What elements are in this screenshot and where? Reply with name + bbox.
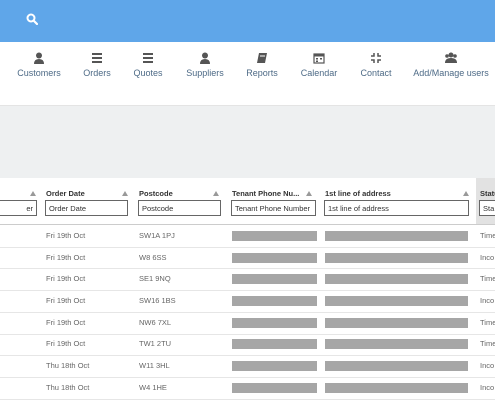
redacted-phone	[232, 317, 317, 328]
nav-label[interactable]: Contact	[360, 68, 392, 78]
postcode: SE1 9NQ	[139, 274, 171, 284]
nav-label[interactable]: Customers	[17, 68, 61, 78]
redacted-address	[325, 295, 468, 306]
order-date: Fri 19th Oct	[46, 317, 86, 327]
redacted-phone	[232, 339, 317, 350]
sort-arrow[interactable]	[30, 191, 36, 196]
filter-input[interactable]: 1st line of address	[324, 200, 469, 216]
nav-icon[interactable]	[256, 52, 268, 64]
status: Inco	[480, 252, 495, 262]
nav-label[interactable]: Orders	[83, 68, 111, 78]
row-divider	[0, 398, 495, 400]
postcode: W4 1HE	[139, 382, 167, 392]
filter-input[interactable]: Tenant Phone Number	[231, 200, 316, 216]
order-date: Fri 19th Oct	[46, 274, 86, 284]
row-divider	[0, 333, 495, 335]
status: Time	[480, 339, 495, 349]
redacted-phone	[232, 274, 317, 285]
column-header[interactable]: Order Date	[46, 189, 85, 198]
status: Time	[480, 230, 495, 240]
row-divider	[0, 246, 495, 248]
column-header[interactable]: Tenant Phone Nu...	[232, 189, 300, 198]
nav-label[interactable]: Calendar	[300, 68, 338, 78]
redacted-address	[325, 382, 468, 393]
postcode: W8 6SS	[139, 252, 167, 262]
redacted-address	[325, 252, 468, 263]
postcode: NW6 7XL	[139, 317, 172, 327]
status: Inco	[480, 295, 495, 305]
sort-arrow[interactable]	[306, 191, 312, 196]
nav-label[interactable]: Add/Manage users	[413, 68, 489, 78]
status: Inco	[480, 361, 495, 371]
row-divider	[0, 376, 495, 378]
nav-icon[interactable]	[445, 52, 457, 64]
order-date: Fri 19th Oct	[46, 295, 86, 305]
search-icon[interactable]	[26, 13, 38, 25]
filter-input[interactable]: Postcode	[138, 200, 221, 216]
sort-arrow[interactable]	[213, 191, 219, 196]
status: Time	[480, 317, 495, 327]
nav-bar: Customers Orders Quotes Suppliers Reports Cal…	[0, 42, 495, 106]
redacted-phone	[232, 382, 317, 393]
nav-label[interactable]: Quotes	[133, 68, 163, 78]
redacted-phone	[232, 252, 317, 263]
filter-panel	[0, 106, 495, 178]
filter-input[interactable]: Sta	[479, 200, 495, 216]
sort-arrow[interactable]	[122, 191, 128, 196]
row-divider	[0, 311, 495, 313]
row-divider	[0, 268, 495, 270]
top-bar	[0, 0, 495, 42]
row-divider	[0, 224, 495, 225]
nav-icon[interactable]	[313, 52, 325, 64]
nav-icon[interactable]	[91, 52, 103, 64]
order-date: Thu 18th Oct	[46, 361, 90, 371]
row-divider	[0, 290, 495, 292]
column-header[interactable]: 1st line of address	[325, 189, 391, 198]
column-header[interactable]: Statu	[480, 189, 495, 198]
redacted-phone	[232, 230, 317, 241]
redacted-phone	[232, 361, 317, 372]
postcode: TW1 2TU	[139, 339, 172, 349]
redacted-address	[325, 274, 468, 285]
redacted-address	[325, 230, 468, 241]
postcode: W11 3HL	[139, 361, 170, 371]
nav-icon[interactable]	[199, 52, 211, 64]
postcode: SW1A 1PJ	[139, 230, 175, 240]
status: Inco	[480, 382, 495, 392]
filter-input[interactable]: er	[0, 200, 37, 216]
status: Time	[480, 274, 495, 284]
redacted-address	[325, 339, 468, 350]
nav-icon[interactable]	[142, 52, 154, 64]
sort-arrow[interactable]	[463, 191, 469, 196]
nav-label[interactable]: Reports	[246, 68, 278, 78]
column-header[interactable]: Postcode	[139, 189, 173, 198]
order-date: Fri 19th Oct	[46, 252, 86, 262]
order-date: Fri 19th Oct	[46, 230, 86, 240]
order-date: Thu 18th Oct	[46, 382, 90, 392]
postcode: SW16 1BS	[139, 295, 176, 305]
row-divider	[0, 355, 495, 357]
nav-icon[interactable]	[33, 52, 45, 64]
redacted-phone	[232, 295, 317, 306]
nav-label[interactable]: Suppliers	[186, 68, 224, 78]
redacted-address	[325, 361, 468, 372]
data-table: er Order Date Order Date Postcode Postcode Te…	[0, 178, 495, 400]
redacted-address	[325, 317, 468, 328]
filter-input[interactable]: Order Date	[45, 200, 128, 216]
order-date: Fri 19th Oct	[46, 339, 86, 349]
nav-icon[interactable]	[370, 52, 382, 64]
